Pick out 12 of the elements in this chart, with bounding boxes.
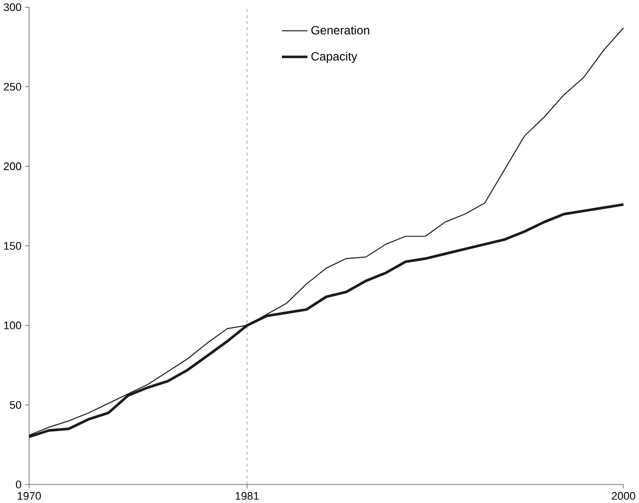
y-tick-label: 50 bbox=[10, 401, 22, 409]
x-tick-label: 1970 bbox=[18, 492, 41, 500]
x-tick-label: 2000 bbox=[612, 492, 636, 500]
y-tick-label: 200 bbox=[4, 162, 22, 170]
y-tick-label: 250 bbox=[4, 82, 22, 91]
legend-label: Generation bbox=[311, 26, 370, 34]
y-tick-label: 300 bbox=[4, 3, 22, 12]
y-tick-label: 100 bbox=[4, 321, 22, 330]
x-tick-label: 1981 bbox=[236, 492, 259, 500]
y-tick-label: 0 bbox=[16, 480, 22, 488]
legend-label: Capacity bbox=[311, 52, 358, 63]
y-tick-label: 150 bbox=[4, 242, 22, 250]
